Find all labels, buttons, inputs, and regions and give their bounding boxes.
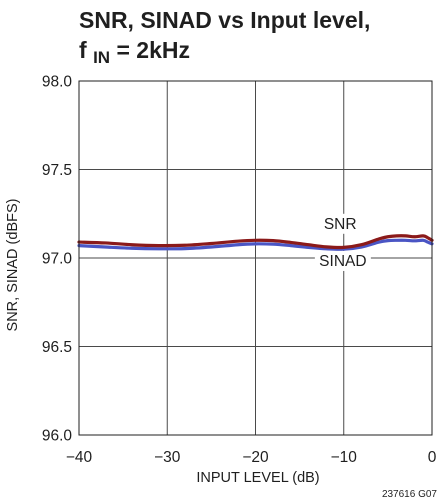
y-tick-label: 97.5	[42, 162, 72, 179]
chart-title-line1: SNR, SINAD vs Input level,	[79, 7, 370, 33]
y-tick-label: 96.5	[42, 339, 72, 356]
title-f: f	[79, 37, 87, 63]
annotation-sinad: SINAD	[319, 253, 366, 270]
x-tick-label: −10	[331, 449, 358, 466]
y-tick-labels: 96.0 96.5 97.0 97.5 98.0	[42, 74, 73, 445]
y-tick-label: 98.0	[42, 74, 73, 91]
series-lines	[77, 234, 434, 251]
title-rest: = 2kHz	[116, 37, 190, 63]
series-line-sinad	[77, 238, 434, 251]
x-tick-label: −40	[66, 449, 93, 466]
series-line-snr	[77, 234, 434, 250]
x-tick-label: −20	[242, 449, 269, 466]
grid-lines	[79, 81, 432, 435]
plot-frame	[78, 80, 433, 436]
figure-code: 237616 G07	[382, 489, 437, 500]
title-subscript: IN	[93, 48, 110, 67]
y-axis-label: SNR, SINAD (dBFS)	[5, 199, 21, 332]
y-tick-label: 97.0	[42, 251, 73, 268]
x-tick-labels: −40 −30 −20 −10 0	[66, 449, 437, 466]
annotation-snr: SNR	[324, 216, 357, 233]
chart-title-line2: f IN = 2kHz	[79, 37, 190, 68]
x-tick-label: −30	[154, 449, 181, 466]
y-tick-label: 96.0	[42, 428, 73, 445]
x-tick-label: 0	[428, 449, 437, 466]
x-axis-label: INPUT LEVEL (dB)	[196, 470, 319, 486]
annotation-backdrop	[322, 213, 359, 234]
series-annotations: SNR SINAD	[314, 213, 371, 271]
annotation-backdrop	[314, 250, 371, 271]
